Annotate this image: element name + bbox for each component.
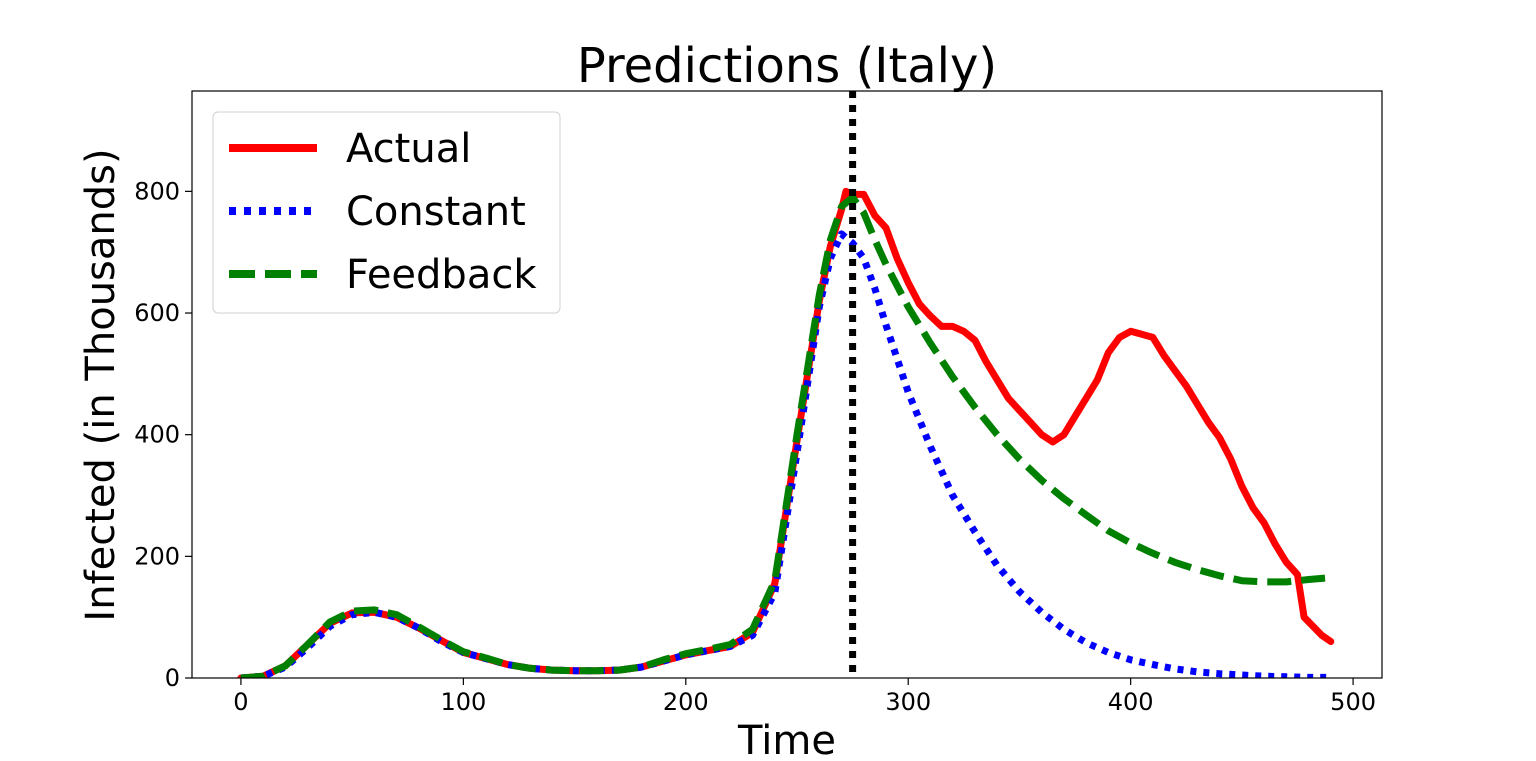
chart-title: Predictions (Italy) (577, 38, 997, 94)
x-tick-label: 100 (440, 688, 486, 716)
plot-frame (191, 90, 1383, 679)
y-tick-label: 600 (134, 299, 180, 327)
legend-label-feedback: Feedback (346, 252, 537, 298)
y-tick-label: 800 (134, 177, 180, 205)
plot-lines (237, 91, 1335, 678)
y-tick-label: 200 (134, 542, 180, 570)
ticks: 0 100 200 300 400 500 0 200 400 600 800 (134, 177, 1376, 716)
x-tick-label: 200 (663, 688, 709, 716)
x-tick-label: 0 (233, 688, 248, 716)
legend-box (212, 111, 561, 314)
legend-entries: Actual Constant Feedback (229, 126, 537, 298)
series-line-feedback (240, 194, 1332, 678)
legend: Actual Constant Feedback (212, 111, 561, 314)
x-tick-label: 400 (1108, 688, 1154, 716)
legend-label-constant: Constant (346, 189, 526, 235)
x-axis-label: Time (737, 718, 836, 761)
y-tick-label: 0 (165, 664, 180, 692)
legend-label-actual: Actual (346, 126, 471, 172)
x-tick-label: 500 (1330, 688, 1376, 716)
x-tick-label: 300 (885, 688, 931, 716)
y-axis-label: Infected (in Thousands) (78, 148, 124, 621)
y-tick-label: 400 (134, 421, 180, 449)
